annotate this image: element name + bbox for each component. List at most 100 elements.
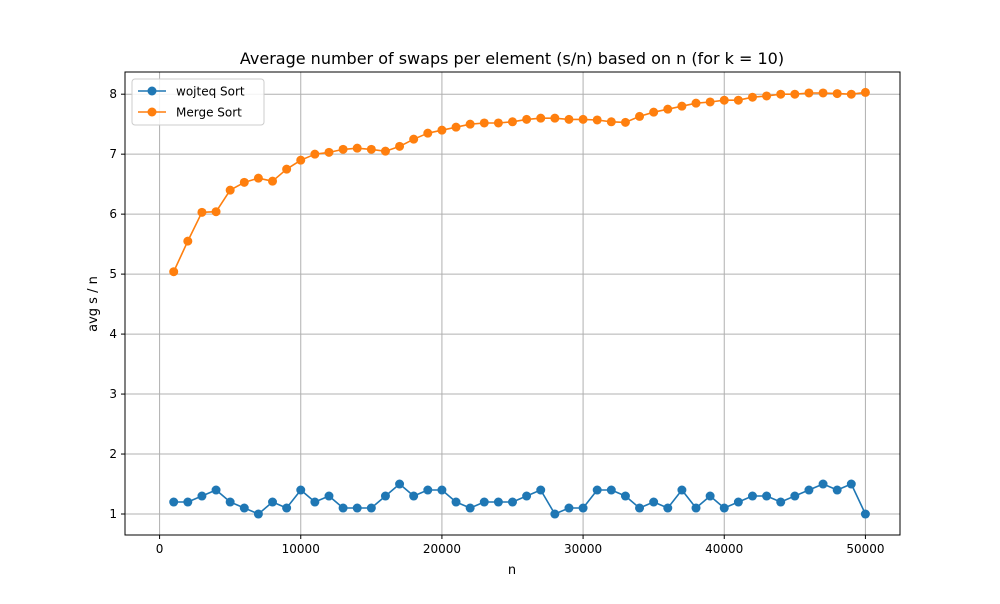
data-point	[437, 485, 447, 495]
data-point	[282, 164, 292, 174]
data-point	[846, 89, 856, 99]
data-point	[479, 118, 489, 128]
data-point	[762, 91, 772, 101]
data-point	[508, 497, 517, 507]
data-point	[310, 497, 320, 507]
data-point	[183, 236, 193, 246]
data-point	[352, 503, 362, 513]
data-point	[253, 509, 263, 519]
data-point	[536, 113, 546, 123]
legend-swatch-marker	[147, 86, 157, 96]
data-point	[719, 503, 729, 513]
legend-swatch-marker	[147, 107, 157, 117]
data-point	[536, 485, 546, 495]
data-point	[169, 267, 179, 277]
legend-item: Merge Sort	[138, 106, 242, 120]
data-point	[578, 114, 588, 124]
x-axis-label: n	[508, 563, 516, 578]
data-point	[564, 114, 574, 124]
y-tick-label: 8	[109, 87, 117, 101]
x-tick-label: 0	[156, 542, 164, 556]
y-tick-label: 4	[109, 327, 117, 341]
data-point	[268, 176, 278, 186]
data-point	[282, 503, 292, 513]
data-point	[550, 509, 560, 519]
data-point	[324, 491, 334, 501]
data-point	[296, 485, 306, 495]
x-tick-label: 10000	[282, 542, 320, 556]
data-point	[225, 185, 235, 195]
data-point	[239, 177, 249, 187]
data-point	[366, 144, 376, 154]
data-point	[493, 118, 503, 128]
data-point	[733, 95, 743, 105]
data-point	[253, 173, 263, 183]
data-point	[409, 134, 419, 144]
data-point	[733, 497, 743, 507]
x-tick-label: 30000	[564, 542, 602, 556]
data-point	[818, 88, 828, 98]
data-point	[846, 479, 856, 489]
plot-area	[124, 71, 901, 536]
data-point	[451, 497, 461, 507]
series-layer	[169, 87, 870, 519]
data-point	[776, 497, 786, 507]
data-point	[663, 503, 673, 513]
data-point	[719, 95, 729, 105]
chart-title: Average number of swaps per element (s/n…	[240, 49, 784, 68]
data-point	[860, 87, 870, 97]
data-point	[522, 491, 532, 501]
data-point	[578, 503, 588, 513]
data-point	[465, 503, 475, 513]
y-tick-label: 1	[109, 507, 117, 521]
data-point	[169, 497, 179, 507]
data-point	[395, 479, 405, 489]
data-point	[677, 485, 687, 495]
data-point	[635, 111, 645, 121]
x-axis: 0 10000 20000 30000 40000 50000	[156, 535, 885, 556]
data-point	[620, 117, 630, 127]
data-point	[620, 491, 630, 501]
data-point	[409, 491, 419, 501]
x-tick-label: 50000	[846, 542, 884, 556]
data-point	[832, 89, 842, 99]
data-point	[649, 107, 659, 117]
data-point	[508, 117, 517, 127]
y-axis: 1 2 3 4 5 6 7 8	[109, 87, 125, 521]
data-point	[268, 497, 278, 507]
data-point	[818, 479, 828, 489]
data-point	[564, 503, 574, 513]
data-point	[635, 503, 645, 513]
data-point	[197, 491, 207, 501]
data-point	[310, 149, 320, 159]
data-point	[211, 207, 221, 217]
data-point	[465, 119, 475, 129]
legend-label: wojteq Sort	[176, 85, 245, 99]
data-point	[324, 147, 334, 157]
y-tick-label: 3	[109, 387, 117, 401]
data-point	[606, 485, 616, 495]
legend-item: wojteq Sort	[138, 85, 245, 99]
data-point	[522, 114, 532, 124]
data-point	[183, 497, 193, 507]
y-axis-label: avg s / n	[86, 276, 101, 332]
legend-label: Merge Sort	[176, 106, 242, 120]
x-tick-label: 20000	[423, 542, 461, 556]
data-point	[550, 113, 560, 123]
data-point	[239, 503, 249, 513]
data-point	[225, 497, 235, 507]
data-point	[747, 491, 757, 501]
data-point	[211, 485, 221, 495]
data-point	[423, 485, 433, 495]
data-point	[677, 101, 687, 111]
data-point	[790, 491, 800, 501]
data-point	[592, 115, 602, 125]
data-point	[790, 89, 800, 99]
data-point	[437, 125, 447, 135]
data-point	[705, 97, 715, 107]
y-tick-label: 6	[109, 207, 117, 221]
data-point	[423, 128, 433, 138]
data-point	[197, 207, 207, 217]
